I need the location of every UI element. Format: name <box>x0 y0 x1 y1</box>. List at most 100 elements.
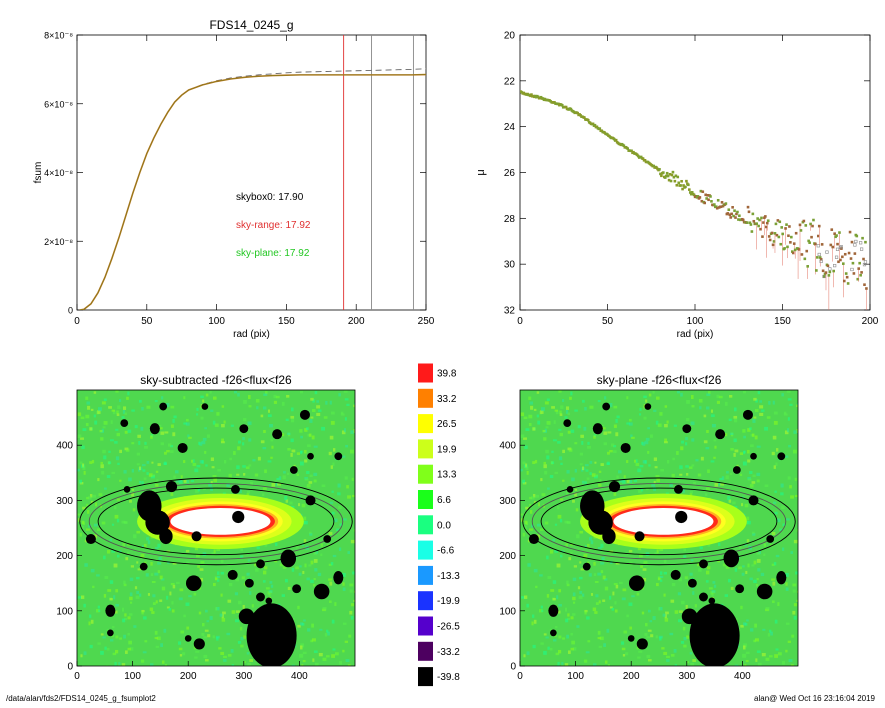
sky-plane-noise <box>559 518 563 523</box>
sky-subtracted-noise <box>233 391 238 394</box>
mu-point <box>706 193 709 197</box>
sky-plane-noise <box>653 409 657 412</box>
sky-plane-noise <box>602 575 606 580</box>
sky-subtracted-noise <box>113 610 118 614</box>
sky-subtracted-noise <box>273 394 277 399</box>
sky-plane-noise <box>613 424 617 428</box>
sky-plane-noise <box>788 658 793 663</box>
sky-plane-noise <box>598 470 602 473</box>
sky-plane-noise <box>598 600 601 604</box>
sky-plane-noise <box>744 543 747 547</box>
sky-subtracted-noise <box>154 630 158 635</box>
mu-point <box>664 174 668 178</box>
footer-timestamp: alan@ Wed Oct 16 23:16:04 2019 <box>754 694 875 703</box>
sky-subtracted-noise <box>333 518 338 523</box>
sky-plane-noise <box>773 501 777 504</box>
sky-subtracted-noise <box>115 603 119 607</box>
sky-subtracted-noise <box>156 636 161 641</box>
sky-subtracted-noise <box>326 655 330 658</box>
sky-subtracted-noise <box>115 390 119 393</box>
sky-plane-noise <box>597 637 601 640</box>
sky-plane-noise <box>623 630 628 634</box>
sky-plane-noise <box>600 424 605 428</box>
mu-point <box>641 157 645 160</box>
sky-plane-noise <box>566 634 569 639</box>
mu-point <box>756 217 759 220</box>
mu-point <box>741 218 745 222</box>
sky-subtracted-noise <box>132 508 136 512</box>
sky-plane-noise <box>528 528 533 531</box>
sky-subtracted-noise <box>190 479 195 483</box>
sky-plane-noise <box>778 652 782 656</box>
sky-plane-noise <box>597 547 602 550</box>
sky-plane-noise <box>733 418 738 423</box>
sky-plane-noise <box>661 647 665 650</box>
mu-point <box>701 190 705 194</box>
sky-subtracted-noise <box>230 424 234 427</box>
x-tick-label: 50 <box>602 316 614 327</box>
sky-subtracted-masked-star <box>227 569 238 580</box>
sky-plane-noise <box>528 423 532 427</box>
sky-plane-masked-star <box>675 510 688 524</box>
mu-point <box>797 248 801 251</box>
sky-plane-noise <box>746 520 751 525</box>
mu-point <box>768 238 772 242</box>
sky-subtracted-masked-star <box>333 571 344 585</box>
sky-subtracted-noise <box>243 635 246 639</box>
sky-subtracted-noise <box>128 477 132 482</box>
sky-plane-masked-star <box>563 419 572 428</box>
sky-subtracted-noise <box>302 570 305 574</box>
sky-plane-noise <box>541 493 546 497</box>
mu-point <box>779 242 783 246</box>
mu-point <box>860 271 863 274</box>
mu-point <box>530 93 533 96</box>
sky-subtracted-noise <box>345 658 350 663</box>
sky-subtracted-noise <box>239 488 242 493</box>
sky-plane-noise <box>647 629 652 632</box>
sky-plane-noise <box>643 395 647 398</box>
sky-plane-noise <box>743 451 746 455</box>
mu-point <box>772 240 776 243</box>
sky-subtracted-noise <box>325 400 328 405</box>
sky-plane-noise <box>520 434 525 439</box>
sky-plane-noise <box>671 473 675 478</box>
sky-plane-noise <box>758 662 762 666</box>
sky-subtracted-noise <box>300 643 305 648</box>
sky-plane-noise <box>602 558 606 563</box>
sky-subtracted-noise <box>122 406 127 410</box>
sky-plane-noise <box>520 468 523 472</box>
mu-point <box>670 173 674 177</box>
sky-plane-noise <box>698 568 702 572</box>
mu-point <box>817 224 821 228</box>
sky-plane-noise <box>523 654 526 658</box>
sky-subtracted-noise <box>199 568 204 571</box>
sky-subtracted-noise <box>123 490 127 495</box>
sky-plane-noise <box>780 483 784 488</box>
sky-subtracted-noise <box>328 451 332 456</box>
mu-outlier-point <box>835 247 840 251</box>
sky-subtracted-noise <box>295 545 299 549</box>
sky-subtracted-masked-star <box>232 510 245 524</box>
mu-point <box>724 202 728 205</box>
sky-subtracted-noise <box>163 451 167 455</box>
sky-subtracted-noise <box>187 434 190 438</box>
mu-ylabel: μ <box>475 169 487 175</box>
sky-subtracted-noise <box>85 423 89 427</box>
sky-plane-noise <box>555 410 559 415</box>
sky-subtracted-noise <box>297 503 301 507</box>
sky-subtracted-noise <box>223 420 226 424</box>
mu-point <box>710 200 713 203</box>
mu-point <box>682 184 685 187</box>
sky-subtracted-noise <box>283 471 286 474</box>
mu-point <box>807 239 810 243</box>
mu-point <box>842 279 846 283</box>
sky-plane-noise <box>562 479 565 482</box>
mu-point <box>800 253 804 256</box>
mu-point <box>598 127 602 130</box>
sky-plane-noise <box>584 464 589 467</box>
sky-plane-noise <box>705 493 708 497</box>
sky-plane-masked-star <box>699 559 708 569</box>
sky-subtracted-masked-star <box>185 575 202 591</box>
sky-subtracted-noise <box>321 426 325 431</box>
sky-plane-noise <box>527 563 531 567</box>
